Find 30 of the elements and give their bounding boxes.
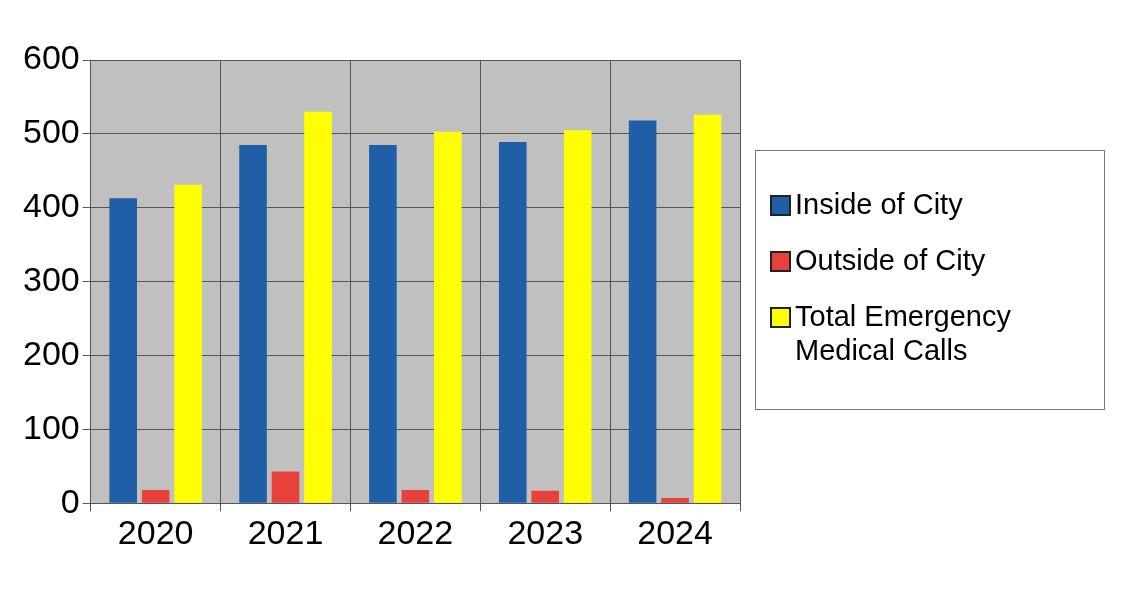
x-tick-label: 2023 [507,512,584,551]
bar [239,144,267,503]
x-tick-label: 2021 [247,512,324,551]
y-tick-label: 300 [22,259,80,298]
y-tick-label: 0 [60,481,80,520]
x-tick-label: 2024 [637,512,713,551]
y-tick-label: 500 [22,112,80,151]
legend-label: Outside of City [795,243,986,277]
bar [531,490,560,503]
y-tick-label: 100 [22,407,80,446]
legend-label: Total Emergency Medical Calls [795,299,1012,367]
y-tick-label: 200 [22,333,80,372]
bar [434,131,462,503]
legend-label: Inside of City [795,187,963,221]
bar [271,471,300,503]
bar [693,114,722,503]
bar [401,489,430,503]
bar [498,141,527,503]
bar [628,120,657,503]
x-tick-label: 2022 [377,512,454,551]
bar [141,489,170,503]
bar [369,144,397,503]
x-tick-label: 2020 [117,512,194,551]
bar [661,498,689,503]
y-tick-label: 600 [22,38,80,77]
bar [109,198,137,503]
bar [174,184,202,503]
bar [304,111,332,503]
y-tick-label: 400 [22,186,80,225]
bar [563,130,592,503]
